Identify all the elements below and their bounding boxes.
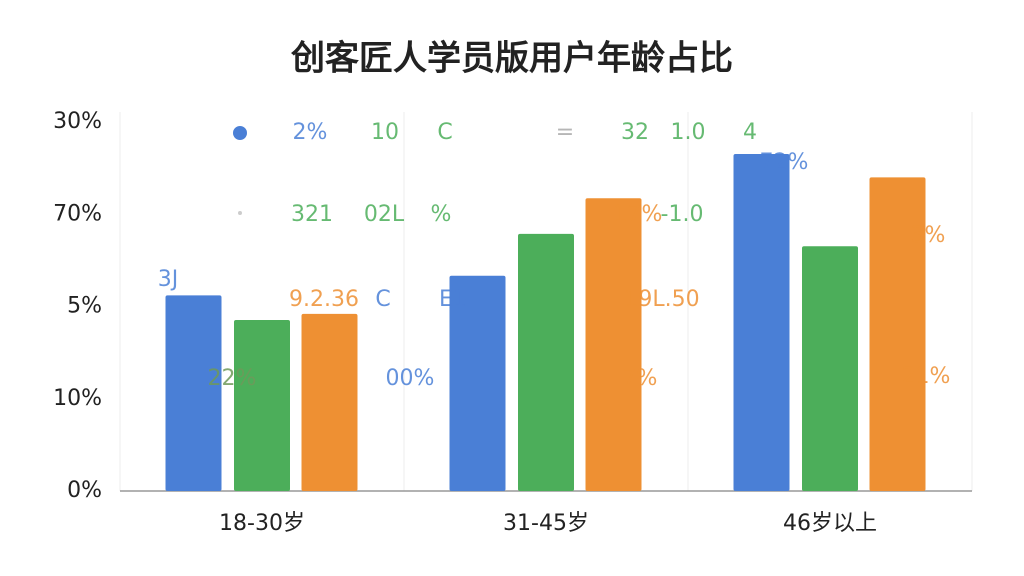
annotation: 10 xyxy=(371,120,399,145)
annotation: 1.0 xyxy=(671,120,706,145)
y-tick-label: 30% xyxy=(53,109,102,134)
annotation: 3% xyxy=(911,223,946,248)
annotation: 7% xyxy=(623,366,658,391)
bar xyxy=(802,246,858,491)
bar xyxy=(869,177,926,491)
annotation: C xyxy=(437,120,452,145)
annotation: 9.2.36 xyxy=(289,287,359,312)
bar xyxy=(165,295,222,491)
annotation: C xyxy=(375,287,390,312)
annotation: 22% xyxy=(208,366,257,391)
annotation: -1.0 xyxy=(661,202,704,227)
y-tick-label: 70% xyxy=(53,201,102,226)
x-tick-label: 18-30岁 xyxy=(219,511,305,536)
bar xyxy=(449,275,506,491)
annotation: % xyxy=(431,202,452,227)
legend-dot xyxy=(233,126,247,140)
annotation: 4 xyxy=(743,120,757,145)
annotation: 19L.50 xyxy=(624,287,699,312)
x-tick-label: 46岁以上 xyxy=(783,511,877,536)
y-tick-label: 10% xyxy=(53,386,102,411)
annotation: 321 xyxy=(291,202,333,227)
chart-title: 创客匠人学员版用户年龄占比 xyxy=(290,39,733,79)
bar xyxy=(585,198,642,491)
annotation: 00% xyxy=(386,366,435,391)
y-tick-label: 0% xyxy=(67,478,102,503)
x-tick-label: 31-45岁 xyxy=(503,511,589,536)
y-tick-label: 5% xyxy=(67,294,102,319)
annotation: 3J xyxy=(158,267,179,292)
bar xyxy=(518,233,574,491)
bar xyxy=(301,313,358,491)
annotation: 21% xyxy=(902,364,951,389)
annotation: 72% xyxy=(760,150,809,175)
annotation: 17% xyxy=(614,202,663,227)
annotation: E1 xyxy=(439,287,467,312)
annotation: 32 xyxy=(621,120,649,145)
annotation: 02L xyxy=(364,202,405,227)
annotation: = xyxy=(556,120,574,145)
legend-dot xyxy=(238,211,242,215)
bar xyxy=(733,153,790,492)
bar xyxy=(234,320,290,491)
annotation: 2% xyxy=(293,120,328,145)
